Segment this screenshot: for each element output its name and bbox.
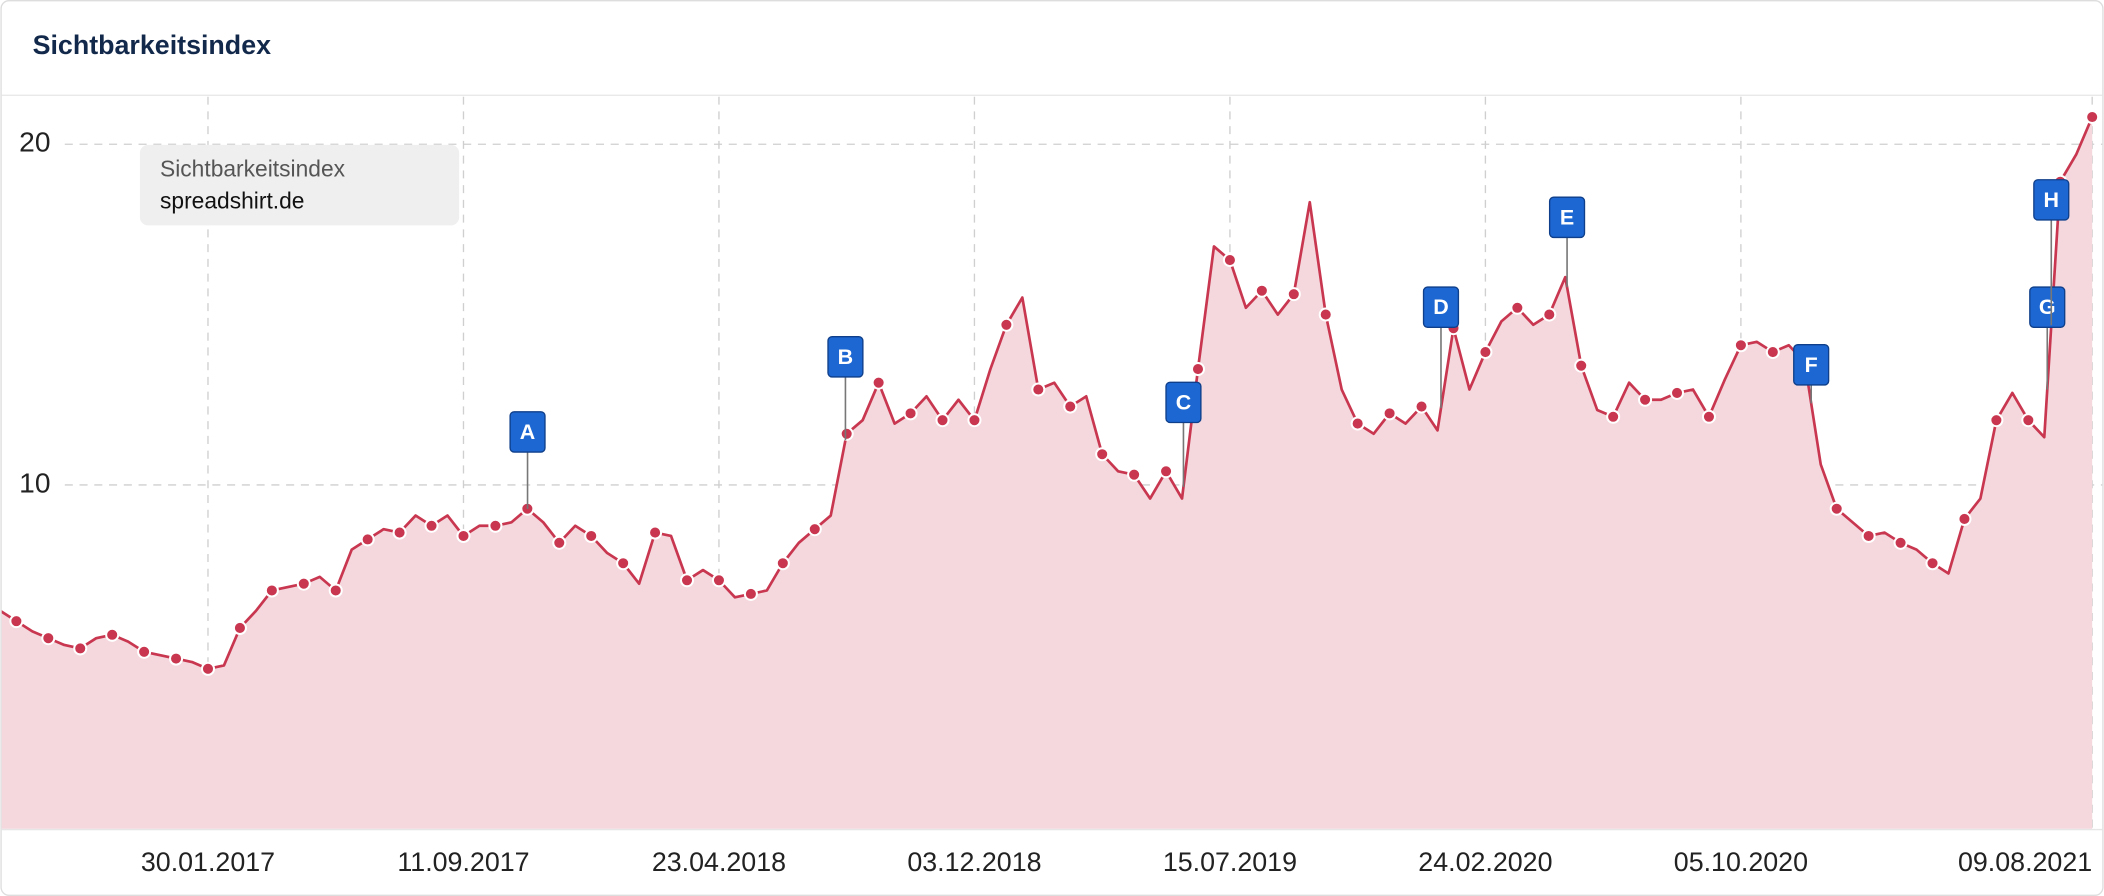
- data-point: [1286, 287, 1301, 302]
- data-point: [1542, 307, 1557, 322]
- data-point: [616, 556, 631, 571]
- annotation-label: F: [1805, 353, 1818, 377]
- annotation-label: A: [520, 420, 536, 444]
- data-point: [1765, 345, 1780, 360]
- data-point: [1669, 385, 1685, 400]
- data-point: [1733, 338, 1748, 353]
- data-point: [264, 583, 279, 598]
- data-point: [1701, 409, 1717, 424]
- data-point: [871, 375, 886, 390]
- data-point: [903, 406, 918, 421]
- data-point: [1957, 511, 1972, 527]
- data-point: [648, 525, 663, 540]
- data-point: [1222, 253, 1237, 268]
- data-point: [1190, 362, 1206, 377]
- x-tick-label: 11.09.2017: [397, 847, 529, 877]
- x-tick-label: 05.10.2020: [1674, 847, 1808, 877]
- annotation-marker: [1165, 381, 1202, 424]
- data-point: [200, 661, 216, 676]
- data-point: [360, 532, 375, 547]
- data-point: [775, 556, 790, 571]
- annotation-marker: [1422, 286, 1460, 328]
- data-point: [1638, 392, 1653, 407]
- data-point: [584, 528, 599, 544]
- annotation-label: D: [1433, 295, 1448, 319]
- annotation-label: H: [2044, 188, 2059, 212]
- data-point: [488, 518, 503, 533]
- data-point: [1031, 382, 1046, 397]
- data-point: [328, 583, 343, 598]
- annotation-marker: [509, 411, 546, 453]
- data-point: [1127, 467, 1142, 482]
- data-point: [679, 573, 695, 588]
- annotation-marker: [2033, 179, 2070, 221]
- data-point: [169, 651, 184, 666]
- annotation-marker: [1548, 196, 1586, 239]
- data-point: [1574, 358, 1589, 373]
- data-point: [1095, 447, 1110, 462]
- data-point: [1414, 399, 1429, 414]
- data-point: [105, 627, 120, 642]
- data-point: [935, 413, 950, 428]
- x-tick-label: 24.02.2020: [1418, 847, 1552, 877]
- data-point: [999, 317, 1014, 332]
- data-point: [1989, 413, 2004, 428]
- annotation-label: G: [2039, 295, 2056, 319]
- legend: Sichtbarkeitsindex spreadshirt.de: [139, 144, 460, 226]
- data-point: [1159, 464, 1174, 479]
- annotation-label: E: [1560, 205, 1574, 229]
- annotation-marker: [827, 335, 864, 378]
- plot-area: [1, 96, 2103, 829]
- data-point: [41, 631, 56, 646]
- annotation-marker: [2029, 286, 2066, 328]
- data-point: [552, 535, 567, 550]
- annotation-label: B: [838, 345, 854, 369]
- data-point: [1829, 501, 1844, 516]
- data-point: [1063, 399, 1078, 414]
- data-point: [1318, 307, 1333, 322]
- data-point: [2021, 413, 2036, 428]
- data-point: [1350, 416, 1365, 431]
- data-point: [1893, 535, 1908, 550]
- data-point: [711, 573, 726, 588]
- annotation-marker: [1793, 344, 1830, 386]
- data-point: [296, 576, 311, 591]
- data-point: [1606, 409, 1621, 424]
- data-point: [839, 426, 854, 441]
- area: [1, 117, 2093, 829]
- x-tick-label: 03.12.2018: [907, 847, 1041, 877]
- annotation-label: C: [1176, 390, 1192, 414]
- data-point: [1254, 283, 1269, 298]
- data-point: [2085, 109, 2100, 125]
- data-point: [967, 413, 982, 428]
- data-point: [1510, 300, 1525, 315]
- data-point: [743, 586, 758, 601]
- data-point: [456, 528, 471, 544]
- data-point: [392, 525, 407, 540]
- legend-entry: spreadshirt.de: [160, 188, 304, 214]
- data-point: [807, 522, 822, 537]
- data-point: [73, 641, 88, 656]
- legend-title: Sichtbarkeitsindex: [160, 155, 346, 181]
- data-point: [1861, 528, 1876, 544]
- x-tick-label: 30.01.2017: [141, 847, 275, 877]
- data-point: [232, 620, 247, 636]
- data-point: [1925, 556, 1940, 571]
- x-tick-label: 09.08.2021: [1958, 847, 2092, 877]
- data-point: [1382, 406, 1397, 421]
- x-tick-label: 15.07.2019: [1163, 847, 1297, 877]
- data-point: [1478, 345, 1493, 360]
- card-title: Sichtbarkeitsindex: [33, 30, 272, 60]
- data-point: [9, 614, 24, 629]
- data-point: [424, 518, 439, 533]
- data-point: [137, 644, 152, 659]
- y-tick-label: 10: [19, 467, 50, 498]
- y-tick-label: 20: [19, 127, 50, 158]
- x-tick-label: 23.04.2018: [652, 847, 786, 877]
- legend-box: [139, 144, 460, 226]
